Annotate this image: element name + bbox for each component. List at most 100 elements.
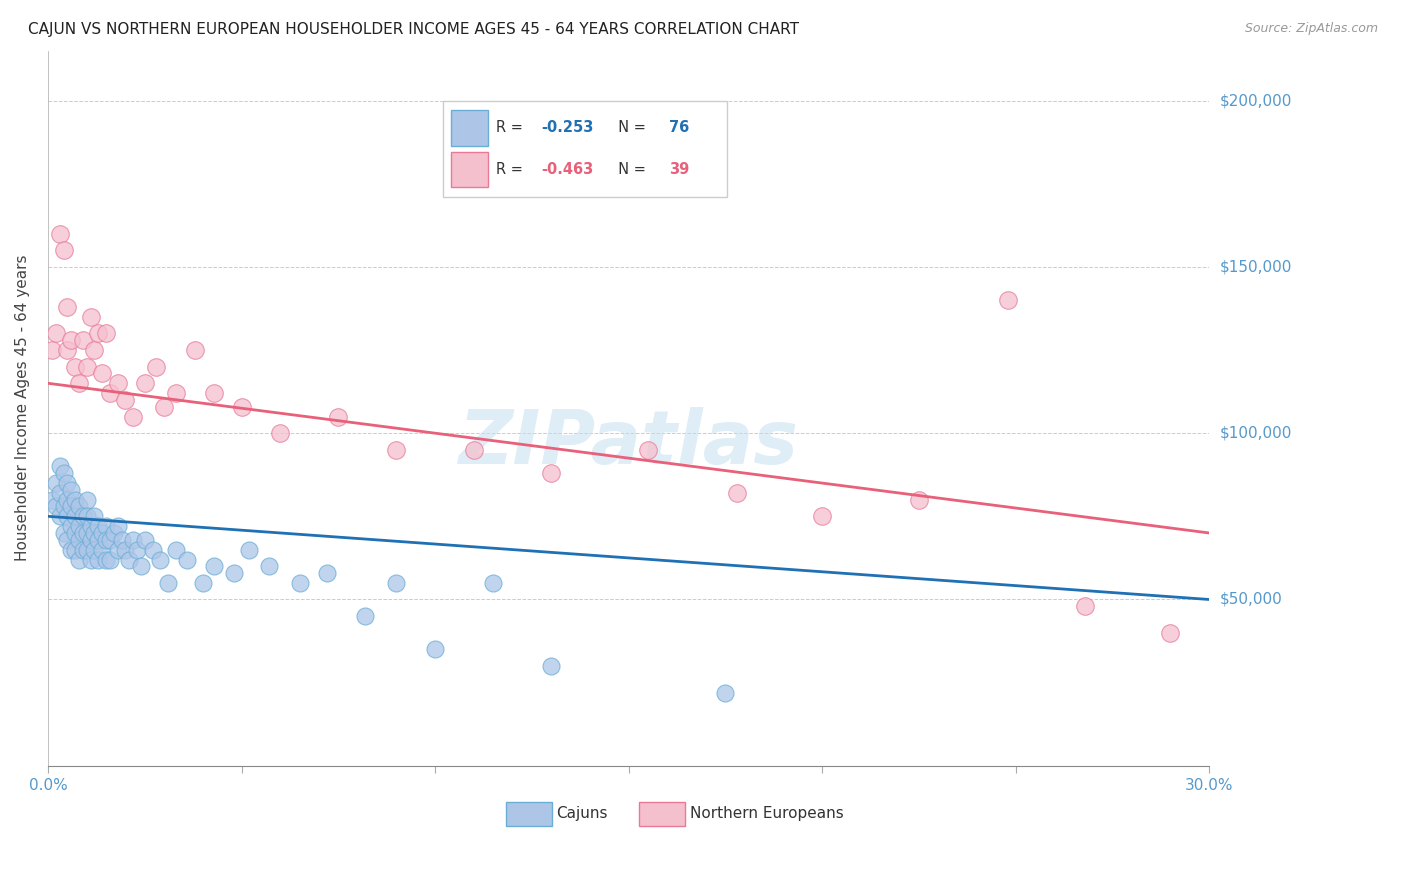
Point — [94, 519, 117, 533]
Text: $200,000: $200,000 — [1220, 93, 1292, 108]
FancyBboxPatch shape — [443, 101, 727, 197]
Point — [1159, 625, 1181, 640]
Point — [149, 552, 172, 566]
Point — [83, 509, 105, 524]
Point — [288, 575, 311, 590]
Point — [385, 442, 408, 457]
Point — [56, 509, 79, 524]
Point — [48, 227, 70, 241]
Point — [107, 542, 129, 557]
Point — [125, 542, 148, 557]
Point — [110, 533, 132, 547]
Point — [354, 609, 377, 624]
Point — [72, 509, 94, 524]
Point — [725, 486, 748, 500]
Point — [98, 552, 121, 566]
Point — [908, 492, 931, 507]
Point — [87, 552, 110, 566]
Point — [204, 559, 226, 574]
Point — [56, 300, 79, 314]
Point — [134, 533, 156, 547]
Point — [41, 343, 63, 357]
Point — [540, 466, 562, 480]
Point — [129, 559, 152, 574]
Point — [60, 542, 83, 557]
Point — [87, 326, 110, 341]
Point — [67, 552, 90, 566]
Point — [79, 310, 101, 324]
Point — [76, 359, 98, 374]
Point — [637, 442, 659, 457]
Point — [811, 509, 834, 524]
Point — [79, 533, 101, 547]
Point — [87, 519, 110, 533]
FancyBboxPatch shape — [451, 152, 488, 187]
Point — [76, 542, 98, 557]
Point — [94, 326, 117, 341]
Text: $150,000: $150,000 — [1220, 260, 1292, 275]
Point — [385, 575, 408, 590]
Point — [48, 459, 70, 474]
Point — [83, 542, 105, 557]
Point — [107, 519, 129, 533]
Point — [482, 575, 505, 590]
Point — [231, 400, 253, 414]
Point — [204, 386, 226, 401]
Text: $100,000: $100,000 — [1220, 425, 1292, 441]
Point — [98, 386, 121, 401]
Point — [269, 426, 291, 441]
Point — [60, 519, 83, 533]
Text: Source: ZipAtlas.com: Source: ZipAtlas.com — [1244, 22, 1378, 36]
Point — [134, 376, 156, 391]
Point — [60, 483, 83, 497]
Point — [67, 500, 90, 514]
Text: N =: N = — [609, 120, 651, 136]
Point — [76, 525, 98, 540]
Point — [91, 542, 114, 557]
Point — [141, 542, 163, 557]
Point — [48, 486, 70, 500]
Point — [257, 559, 280, 574]
Point — [56, 492, 79, 507]
Point — [76, 509, 98, 524]
Point — [328, 409, 350, 424]
Point — [165, 386, 187, 401]
Point — [463, 442, 485, 457]
Point — [184, 343, 207, 357]
Point — [56, 476, 79, 491]
Text: Northern Europeans: Northern Europeans — [690, 806, 844, 822]
Point — [997, 293, 1019, 307]
Point — [67, 533, 90, 547]
Point — [79, 519, 101, 533]
Point — [114, 392, 136, 407]
Point — [157, 575, 180, 590]
Point — [41, 492, 63, 507]
Point — [52, 500, 75, 514]
Point — [91, 525, 114, 540]
Point — [63, 509, 86, 524]
Point — [176, 552, 198, 566]
Point — [145, 359, 167, 374]
Point — [94, 552, 117, 566]
Text: 76: 76 — [669, 120, 689, 136]
Point — [423, 642, 446, 657]
Y-axis label: Householder Income Ages 45 - 64 years: Householder Income Ages 45 - 64 years — [15, 255, 30, 561]
Point — [714, 685, 737, 699]
Text: CAJUN VS NORTHERN EUROPEAN HOUSEHOLDER INCOME AGES 45 - 64 YEARS CORRELATION CHA: CAJUN VS NORTHERN EUROPEAN HOUSEHOLDER I… — [28, 22, 799, 37]
Point — [114, 542, 136, 557]
Text: N =: N = — [609, 161, 651, 177]
Point — [315, 566, 337, 580]
Point — [98, 533, 121, 547]
Point — [48, 509, 70, 524]
Text: ZIPatlas: ZIPatlas — [458, 408, 799, 481]
Point — [118, 552, 141, 566]
Point — [107, 376, 129, 391]
Point — [72, 525, 94, 540]
Point — [191, 575, 214, 590]
Point — [103, 525, 125, 540]
Point — [56, 533, 79, 547]
FancyBboxPatch shape — [451, 110, 488, 145]
Point — [72, 542, 94, 557]
Point — [63, 492, 86, 507]
Text: R =: R = — [496, 120, 527, 136]
